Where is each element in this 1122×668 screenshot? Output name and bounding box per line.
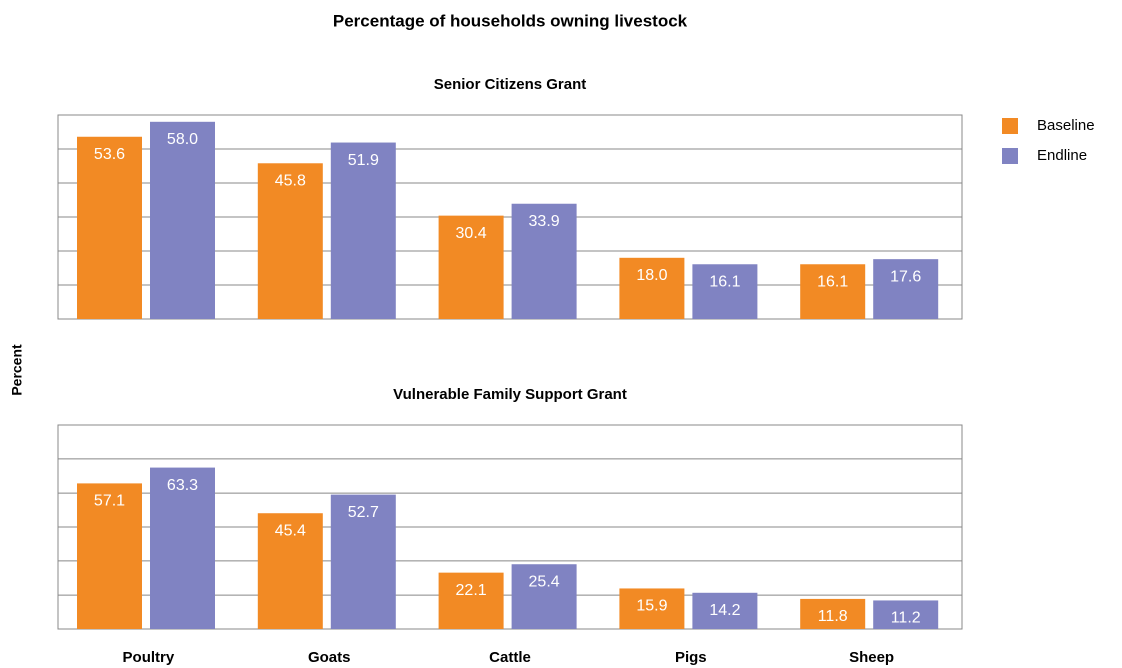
legend-swatch xyxy=(1002,148,1018,164)
bar xyxy=(800,598,866,629)
value-label: 11.8 xyxy=(818,608,848,625)
bar xyxy=(511,203,577,319)
bar xyxy=(692,592,758,629)
panel-title: Vulnerable Family Support Grant xyxy=(393,386,627,403)
bar xyxy=(511,564,577,629)
x-tick-label: Cattle xyxy=(489,649,531,666)
x-tick-label: Sheep xyxy=(849,649,894,666)
value-label: 14.2 xyxy=(709,602,740,619)
bar xyxy=(330,142,396,319)
bar xyxy=(692,264,758,319)
bar xyxy=(150,121,215,319)
legend-swatch xyxy=(1002,118,1018,134)
value-label: 17.6 xyxy=(890,268,921,285)
bar xyxy=(77,483,142,629)
value-label: 16.1 xyxy=(709,273,740,290)
value-label: 57.1 xyxy=(94,493,125,510)
panel-title: Senior Citizens Grant xyxy=(434,76,587,93)
value-label: 52.7 xyxy=(348,504,379,521)
value-label: 51.9 xyxy=(348,152,379,169)
legend-label: Baseline xyxy=(1037,117,1095,134)
value-label: 15.9 xyxy=(636,598,667,615)
value-label: 30.4 xyxy=(456,225,487,242)
bar xyxy=(619,588,685,629)
value-label: 58.0 xyxy=(167,131,198,148)
value-label: 63.3 xyxy=(167,477,198,494)
value-label: 45.8 xyxy=(275,172,306,189)
bar xyxy=(150,467,215,629)
bar xyxy=(77,136,142,319)
legend-label: Endline xyxy=(1037,147,1087,164)
chart-title: Percentage of households owning livestoc… xyxy=(333,11,688,30)
bar xyxy=(619,257,685,319)
bar xyxy=(438,215,504,319)
bar xyxy=(873,600,939,629)
bar xyxy=(800,264,866,319)
bar xyxy=(438,572,504,629)
bar xyxy=(873,259,939,319)
value-label: 18.0 xyxy=(636,267,667,284)
value-label: 45.4 xyxy=(275,522,306,539)
bar xyxy=(257,513,323,629)
value-label: 25.4 xyxy=(529,573,560,590)
value-label: 11.2 xyxy=(891,610,921,627)
x-tick-label: Goats xyxy=(308,649,351,666)
value-label: 33.9 xyxy=(529,213,560,230)
bar xyxy=(330,494,396,629)
y-axis-label: Percent xyxy=(9,344,25,396)
x-tick-label: Pigs xyxy=(675,649,707,666)
value-label: 16.1 xyxy=(817,273,848,290)
bar xyxy=(257,163,323,319)
value-label: 53.6 xyxy=(94,146,125,163)
x-tick-label: Poultry xyxy=(123,649,175,666)
value-label: 22.1 xyxy=(456,582,487,599)
